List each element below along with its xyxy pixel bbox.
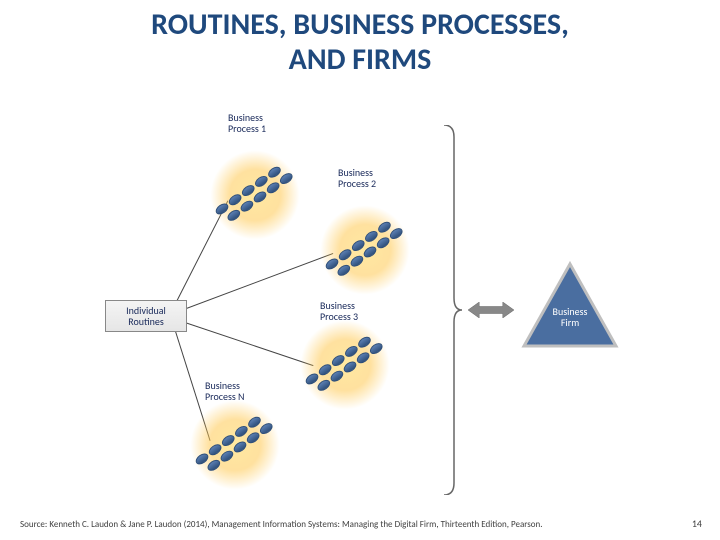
slide-title: ROUTINES, BUSINESS PROCESSES, AND FIRMS <box>0 8 720 77</box>
process-cluster <box>300 320 390 410</box>
source-citation: Source: Kenneth C. Laudon & Jane P. Laud… <box>20 519 660 530</box>
cluster-label: BusinessProcess 2 <box>338 167 376 189</box>
individual-routines-box: IndividualRoutines <box>105 300 187 332</box>
process-cluster <box>210 150 300 240</box>
process-cluster <box>320 205 410 295</box>
cluster-label: BusinessProcess N <box>205 380 245 402</box>
diagram-canvas: BusinessProcess 1 BusinessProcess 2 Busine… <box>0 100 720 500</box>
title-line-1: ROUTINES, BUSINESS PROCESSES, <box>0 8 720 43</box>
double-arrow-icon <box>468 302 514 318</box>
cluster-label: BusinessProcess 3 <box>320 300 358 322</box>
connector-line <box>173 318 313 366</box>
page-number: 14 <box>692 517 702 530</box>
process-cluster <box>190 400 280 490</box>
firm-label: BusinessFirm <box>544 306 596 328</box>
grouping-brace <box>440 125 464 495</box>
title-line-2: AND FIRMS <box>0 43 720 78</box>
cluster-label: BusinessProcess 1 <box>228 112 266 134</box>
